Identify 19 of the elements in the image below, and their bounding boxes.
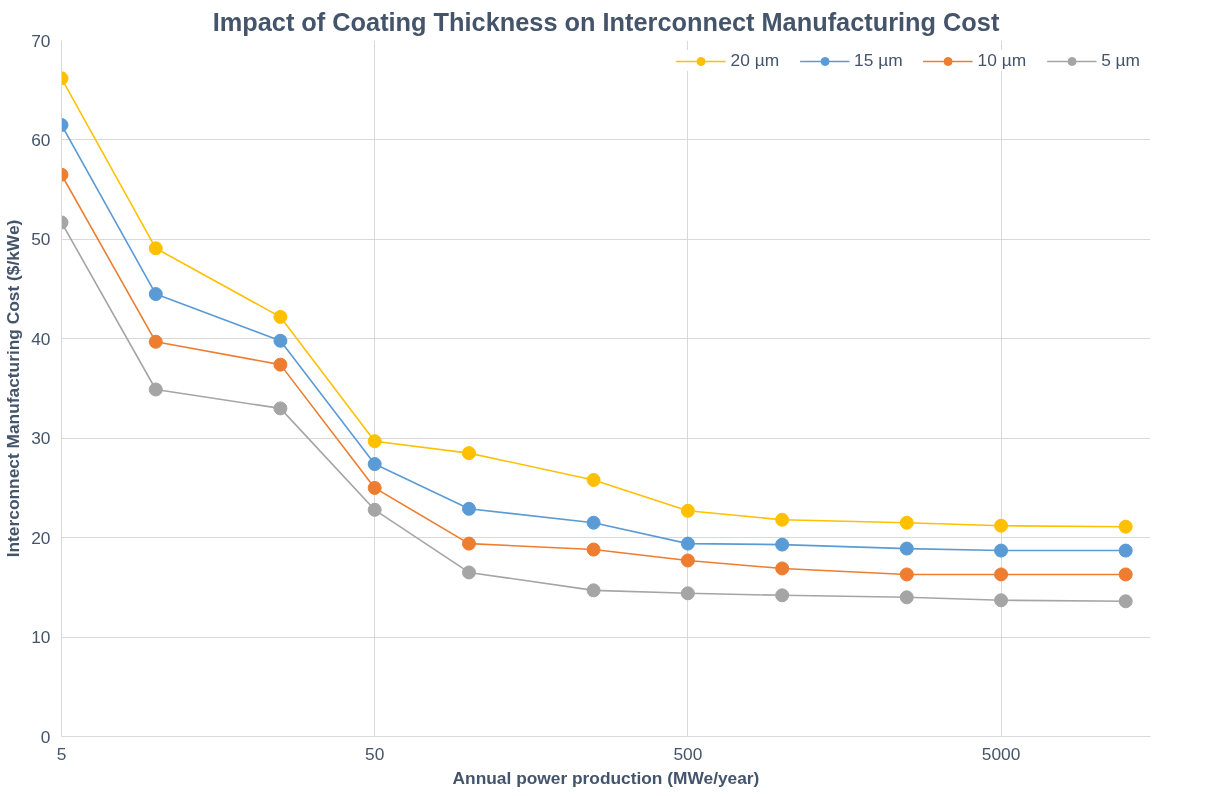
x-tick-label: 50 — [365, 743, 385, 764]
x-axis-title: Annual power production (MWe/year) — [452, 767, 760, 788]
y-axis-title: Interconnect Manufacturing Cost ($/kWe) — [3, 219, 24, 558]
y-tick-label: 60 — [31, 129, 51, 150]
legend-label: 15 µm — [854, 50, 903, 71]
chart-title: Impact of Coating Thickness on Interconnect Manufacturing Cost — [212, 7, 1000, 36]
legend-label: 5 µm — [1101, 50, 1140, 71]
y-tick-label: 40 — [31, 328, 51, 349]
legend-label: 10 µm — [977, 50, 1027, 71]
x-tick-label: 5 — [56, 743, 67, 764]
x-tick-label: 5000 — [981, 743, 1021, 764]
y-tick-label: 20 — [31, 527, 51, 548]
x-tick-label: 500 — [673, 743, 703, 764]
y-tick-label: 10 — [31, 627, 51, 648]
legend-label: 20 µm — [730, 50, 780, 71]
y-tick-label: 30 — [31, 428, 51, 449]
y-tick-label: 70 — [31, 30, 51, 51]
y-tick-label: 0 — [40, 726, 51, 747]
y-tick-label: 50 — [31, 229, 51, 250]
